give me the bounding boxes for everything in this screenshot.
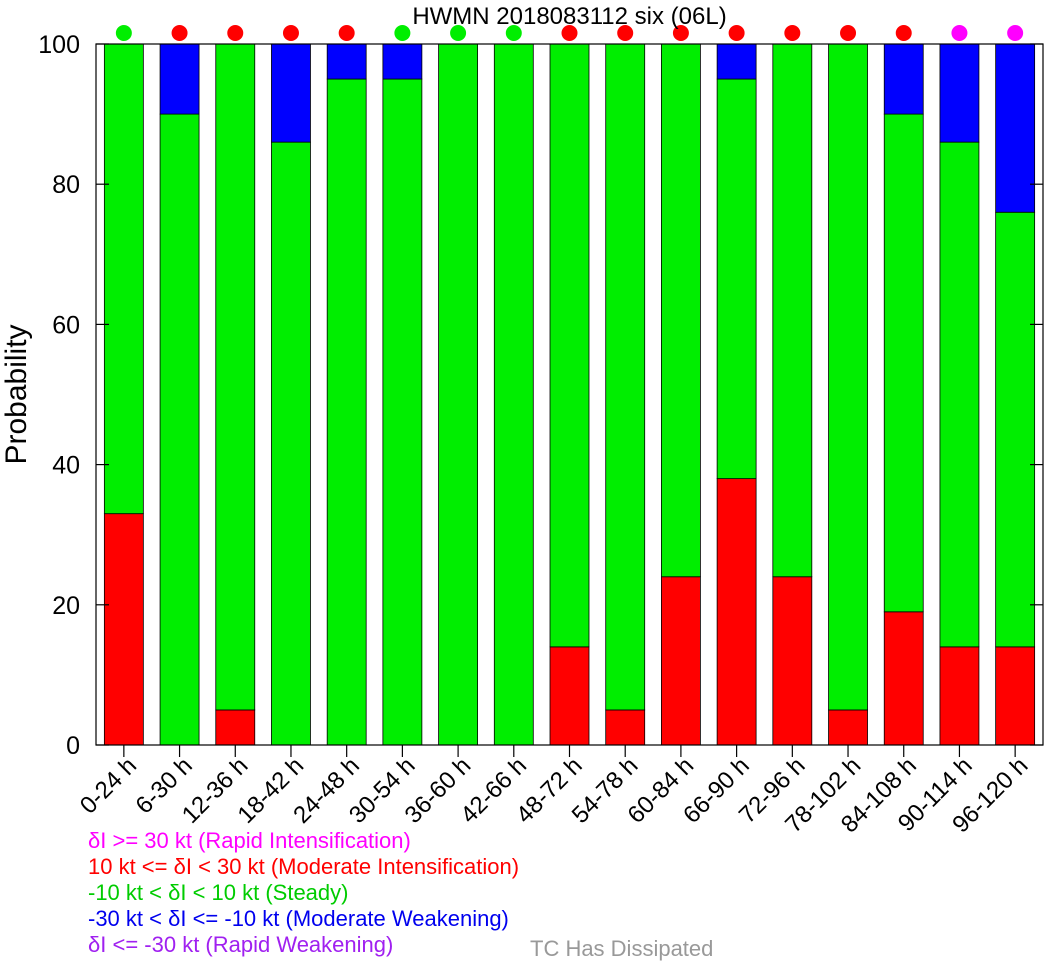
bar-segment-1: [215, 43, 256, 711]
bar-segment-0: [883, 611, 924, 746]
category-indicator-dot: [171, 25, 188, 41]
bar-segment-1: [716, 78, 757, 480]
bar-segment-1: [271, 141, 311, 746]
category-indicator-dot: [617, 25, 634, 41]
y-tick-label: 20: [52, 592, 80, 620]
bar-segment-1: [605, 43, 646, 711]
bar-segment-0: [103, 513, 144, 746]
legend-dissipated: TC Has Dissipated: [530, 936, 714, 961]
chart-title: HWMN 2018083112 six (06L): [412, 3, 726, 30]
bar-segment-1: [103, 43, 144, 515]
category-indicator-dot: [394, 25, 411, 41]
bar-segment-2: [159, 43, 200, 115]
legend-moderate-weakening: -30 kt < δI <= -10 kt (Moderate Weakenin…: [88, 906, 509, 931]
bar-segment-0: [661, 576, 701, 746]
category-indicator-dot: [840, 25, 857, 41]
legend-moderate-intensification: 10 kt <= δI < 30 kt (Moderate Intensific…: [88, 854, 520, 879]
y-tick-label: 100: [38, 31, 80, 59]
bar-segment-1: [326, 78, 367, 746]
category-indicator-dot: [672, 25, 689, 41]
x-tick-label: 0-24 h: [75, 752, 142, 819]
bar-segment-0: [939, 646, 980, 746]
bar-segment-2: [326, 43, 367, 80]
bar-segment-1: [661, 43, 701, 578]
y-tick-label: 60: [52, 311, 80, 339]
y-tick-label: 40: [52, 452, 80, 480]
bar-segment-2: [883, 43, 924, 115]
bar-segment-0: [215, 709, 256, 746]
bar-segment-1: [159, 113, 200, 746]
bar-segment-0: [772, 576, 813, 746]
bar-segment-0: [828, 709, 868, 746]
bar-segment-1: [549, 43, 590, 648]
category-indicator-dot: [282, 25, 299, 41]
category-indicator-dot: [784, 25, 801, 41]
bar-segment-0: [716, 478, 757, 746]
category-indicator-dot: [450, 25, 467, 41]
category-indicator-dot: [951, 25, 968, 41]
category-indicator-dot: [561, 25, 578, 41]
category-indicator-dot: [505, 25, 522, 41]
bar-segment-2: [716, 43, 757, 80]
category-indicator-dot: [895, 25, 912, 41]
legend-steady: -10 kt < δI < 10 kt (Steady): [88, 880, 349, 905]
bar-segment-1: [828, 43, 868, 711]
bar-segment-2: [382, 43, 423, 80]
y-tick-label: 80: [52, 171, 80, 199]
bar-segment-0: [605, 709, 646, 746]
bar-segment-1: [772, 43, 813, 578]
bar-segment-2: [271, 43, 311, 143]
bar-segment-1: [995, 211, 1036, 648]
y-axis-label: Probability: [0, 324, 33, 464]
bar-segment-2: [995, 43, 1036, 213]
category-indicator-dot: [115, 25, 132, 41]
category-indicator-dot: [1007, 25, 1024, 41]
bar-segment-2: [939, 43, 980, 143]
legend-rapid-weakening: δI <= -30 kt (Rapid Weakening): [88, 932, 394, 957]
bar-segment-1: [438, 43, 478, 746]
y-tick-label: 0: [66, 732, 80, 760]
category-indicator-dot: [728, 25, 745, 41]
bar-segment-1: [883, 113, 924, 613]
bar-segment-0: [995, 646, 1036, 746]
legend: δI >= 30 kt (Rapid Intensification) 10 k…: [88, 828, 519, 958]
bar-segment-0: [549, 646, 590, 746]
bar-segment-1: [493, 43, 534, 746]
bar-segment-1: [939, 141, 980, 648]
bar-segment-1: [382, 78, 423, 746]
category-indicator-dot: [227, 25, 244, 41]
legend-rapid-intensification: δI >= 30 kt (Rapid Intensification): [88, 828, 411, 853]
category-indicator-dot: [338, 25, 355, 41]
